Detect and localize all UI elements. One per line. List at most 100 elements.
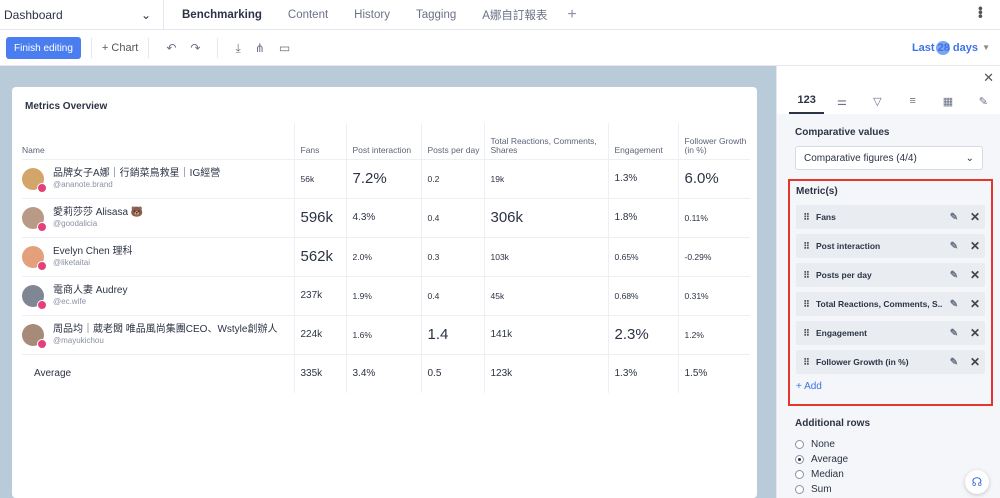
table-row[interactable]: Evelyn Chen 理科 @liketaitai 562k 2.0% 0.3 … <box>22 236 750 276</box>
instagram-icon <box>37 299 47 310</box>
tab-benchmarking[interactable]: Benchmarking <box>182 9 262 21</box>
profile-name[interactable]: 愛莉莎莎 Alisasa 🐻 <box>53 206 144 218</box>
add-chart-button[interactable]: + Chart <box>101 42 139 54</box>
edit-icon[interactable]: ✎ <box>949 298 959 310</box>
average-row: Average 335k 3.4% 0.5 123k 1.3% 1.5% <box>22 353 750 393</box>
drag-handle-icon[interactable]: ⠿ <box>803 240 810 251</box>
cell-posts-per-day: 0.5 <box>420 353 484 393</box>
remove-icon[interactable]: ✕ <box>969 297 981 311</box>
profile-name[interactable]: Evelyn Chen 理科 <box>53 245 133 257</box>
more-options-icon[interactable]: ••• <box>973 6 989 18</box>
undo-icon[interactable]: ↶ <box>166 41 177 55</box>
cell-post-interaction: 1.6% <box>345 314 421 354</box>
profile-handle: @ec.wife <box>53 296 87 306</box>
caret-down-icon[interactable]: ▼ <box>982 43 990 52</box>
metric-item[interactable]: ⠿ Posts per day ✎ ✕ <box>796 263 985 287</box>
edit-icon[interactable]: ✎ <box>949 211 959 223</box>
table-row[interactable]: 周品均｜葳老闆 唯品風尚集團CEO、Wstyle創辦人 @mayukichou 2… <box>22 314 750 354</box>
header-name[interactable]: Name <box>22 144 45 155</box>
radio-none[interactable]: None <box>795 438 848 450</box>
metric-item[interactable]: ⠿ Post interaction ✎ ✕ <box>796 234 985 258</box>
header-fans[interactable]: Fans <box>293 123 346 159</box>
cell-fans: 56k <box>293 158 346 198</box>
remove-icon[interactable]: ✕ <box>969 210 981 224</box>
table-row[interactable]: 電商人妻 Audrey @ec.wife 237k 1.9% 0.4 45k 0.… <box>22 275 750 315</box>
calendar-icon[interactable]: ▦ <box>942 95 954 108</box>
cell-follower-growth: -0.29% <box>677 236 750 276</box>
metrics-overview-widget[interactable]: Metrics Overview Name Fans Post interact… <box>12 87 757 498</box>
drag-handle-icon[interactable]: ⠿ <box>803 327 810 338</box>
divider <box>217 38 219 58</box>
remove-icon[interactable]: ✕ <box>969 268 981 282</box>
tab-custom-report[interactable]: A娜自訂報表 <box>482 10 548 22</box>
profile-name[interactable]: 品牌女子A娜｜行銷菜鳥救星｜IG經營 <box>53 167 221 179</box>
cell-fans: 562k <box>293 236 346 276</box>
profile-handle: @goodalicia <box>53 218 98 228</box>
share-icon[interactable]: ⋔ <box>254 41 265 55</box>
cell-fans: 237k <box>293 275 346 315</box>
tab-history[interactable]: History <box>354 9 390 21</box>
edit-icon[interactable]: ✎ <box>949 356 959 368</box>
brush-icon[interactable]: ✎ <box>978 95 988 108</box>
chevron-down-icon: ⌄ <box>140 8 151 22</box>
metric-item[interactable]: ⠿ Engagement ✎ ✕ <box>796 321 985 345</box>
radio-circle[interactable] <box>795 454 804 464</box>
comparative-values-label: Comparative values <box>795 127 890 138</box>
profile-name[interactable]: 周品均｜葳老闆 唯品風尚集團CEO、Wstyle創辦人 <box>53 323 278 335</box>
drag-handle-icon[interactable]: ⠿ <box>803 356 810 367</box>
edit-icon[interactable]: ✎ <box>949 269 959 281</box>
radio-circle[interactable] <box>795 469 804 479</box>
metric-name: Posts per day <box>816 270 872 280</box>
present-icon[interactable]: ▭ <box>278 41 291 55</box>
tab-metrics[interactable]: 123 <box>789 88 825 114</box>
sliders-icon[interactable]: ⚌ <box>837 95 847 108</box>
remove-icon[interactable]: ✕ <box>969 355 981 369</box>
header-engagement[interactable]: Engagement <box>607 123 678 159</box>
cell-posts-per-day: 0.4 <box>420 197 484 237</box>
finish-editing-button[interactable]: Finish editing <box>6 37 81 59</box>
metric-item[interactable]: ⠿ Total Reactions, Comments, S... ✎ ✕ <box>796 292 985 316</box>
instagram-icon <box>37 182 47 193</box>
drag-handle-icon[interactable]: ⠿ <box>803 211 810 222</box>
table-row[interactable]: 愛莉莎莎 Alisasa 🐻 @goodalicia 596k 4.3% 0.4 … <box>22 197 750 237</box>
header-posts-per-day[interactable]: Posts per day <box>420 123 484 159</box>
add-tab-button[interactable]: + <box>567 6 577 23</box>
edit-icon[interactable]: ✎ <box>949 240 959 252</box>
drag-handle-icon[interactable]: ⠿ <box>803 298 810 309</box>
add-metric-button[interactable]: + Add <box>796 381 822 392</box>
metric-item[interactable]: ⠿ Follower Growth (in %) ✎ ✕ <box>796 350 985 374</box>
tab-content[interactable]: Content <box>287 9 329 21</box>
radio-circle[interactable] <box>795 484 804 494</box>
remove-icon[interactable]: ✕ <box>969 239 981 253</box>
date-range-selector[interactable]: Last 28 days <box>911 42 978 54</box>
cell-posts-per-day: 0.3 <box>420 236 484 276</box>
profile-name[interactable]: 電商人妻 Audrey <box>53 284 128 296</box>
dashboard-selector[interactable]: Dashboard ⌄ <box>4 0 164 30</box>
metric-item[interactable]: ⠿ Fans ✎ ✕ <box>796 205 985 229</box>
list-icon[interactable]: ≡ <box>909 95 916 107</box>
cell-reactions: 45k <box>483 275 608 315</box>
header-reactions[interactable]: Total Reactions, Comments, Shares <box>483 123 608 159</box>
support-chat-icon[interactable]: ☊ <box>965 470 989 494</box>
tab-tagging[interactable]: Tagging <box>415 9 457 21</box>
table-row[interactable]: 品牌女子A娜｜行銷菜鳥救星｜IG經營 @ananote.brand 56k 7.2… <box>22 158 750 198</box>
redo-icon[interactable]: ↷ <box>190 41 201 55</box>
download-icon[interactable]: ⤓ <box>235 40 241 55</box>
radio-average[interactable]: Average <box>795 453 848 465</box>
radio-circle[interactable] <box>795 439 804 449</box>
header-follower-growth[interactable]: Follower Growth (in %) <box>677 123 750 159</box>
cell-engagement: 2.3% <box>607 314 678 354</box>
comparative-select[interactable]: Comparative figures (4/4) ⌄ <box>795 146 983 170</box>
filter-icon[interactable]: ▽ <box>873 95 882 108</box>
cell-follower-growth: 1.2% <box>677 314 750 354</box>
header-post-interaction[interactable]: Post interaction <box>345 123 421 159</box>
edit-icon[interactable]: ✎ <box>949 327 959 339</box>
remove-icon[interactable]: ✕ <box>969 326 981 340</box>
additional-rows-options: None Average Median Sum <box>795 438 848 498</box>
radio-sum[interactable]: Sum <box>795 483 848 495</box>
drag-handle-icon[interactable]: ⠿ <box>803 269 810 280</box>
chevron-down-icon: ⌄ <box>965 152 974 164</box>
cell-posts-per-day: 0.2 <box>420 158 484 198</box>
radio-median[interactable]: Median <box>795 468 848 480</box>
close-icon[interactable]: ✕ <box>983 70 994 85</box>
